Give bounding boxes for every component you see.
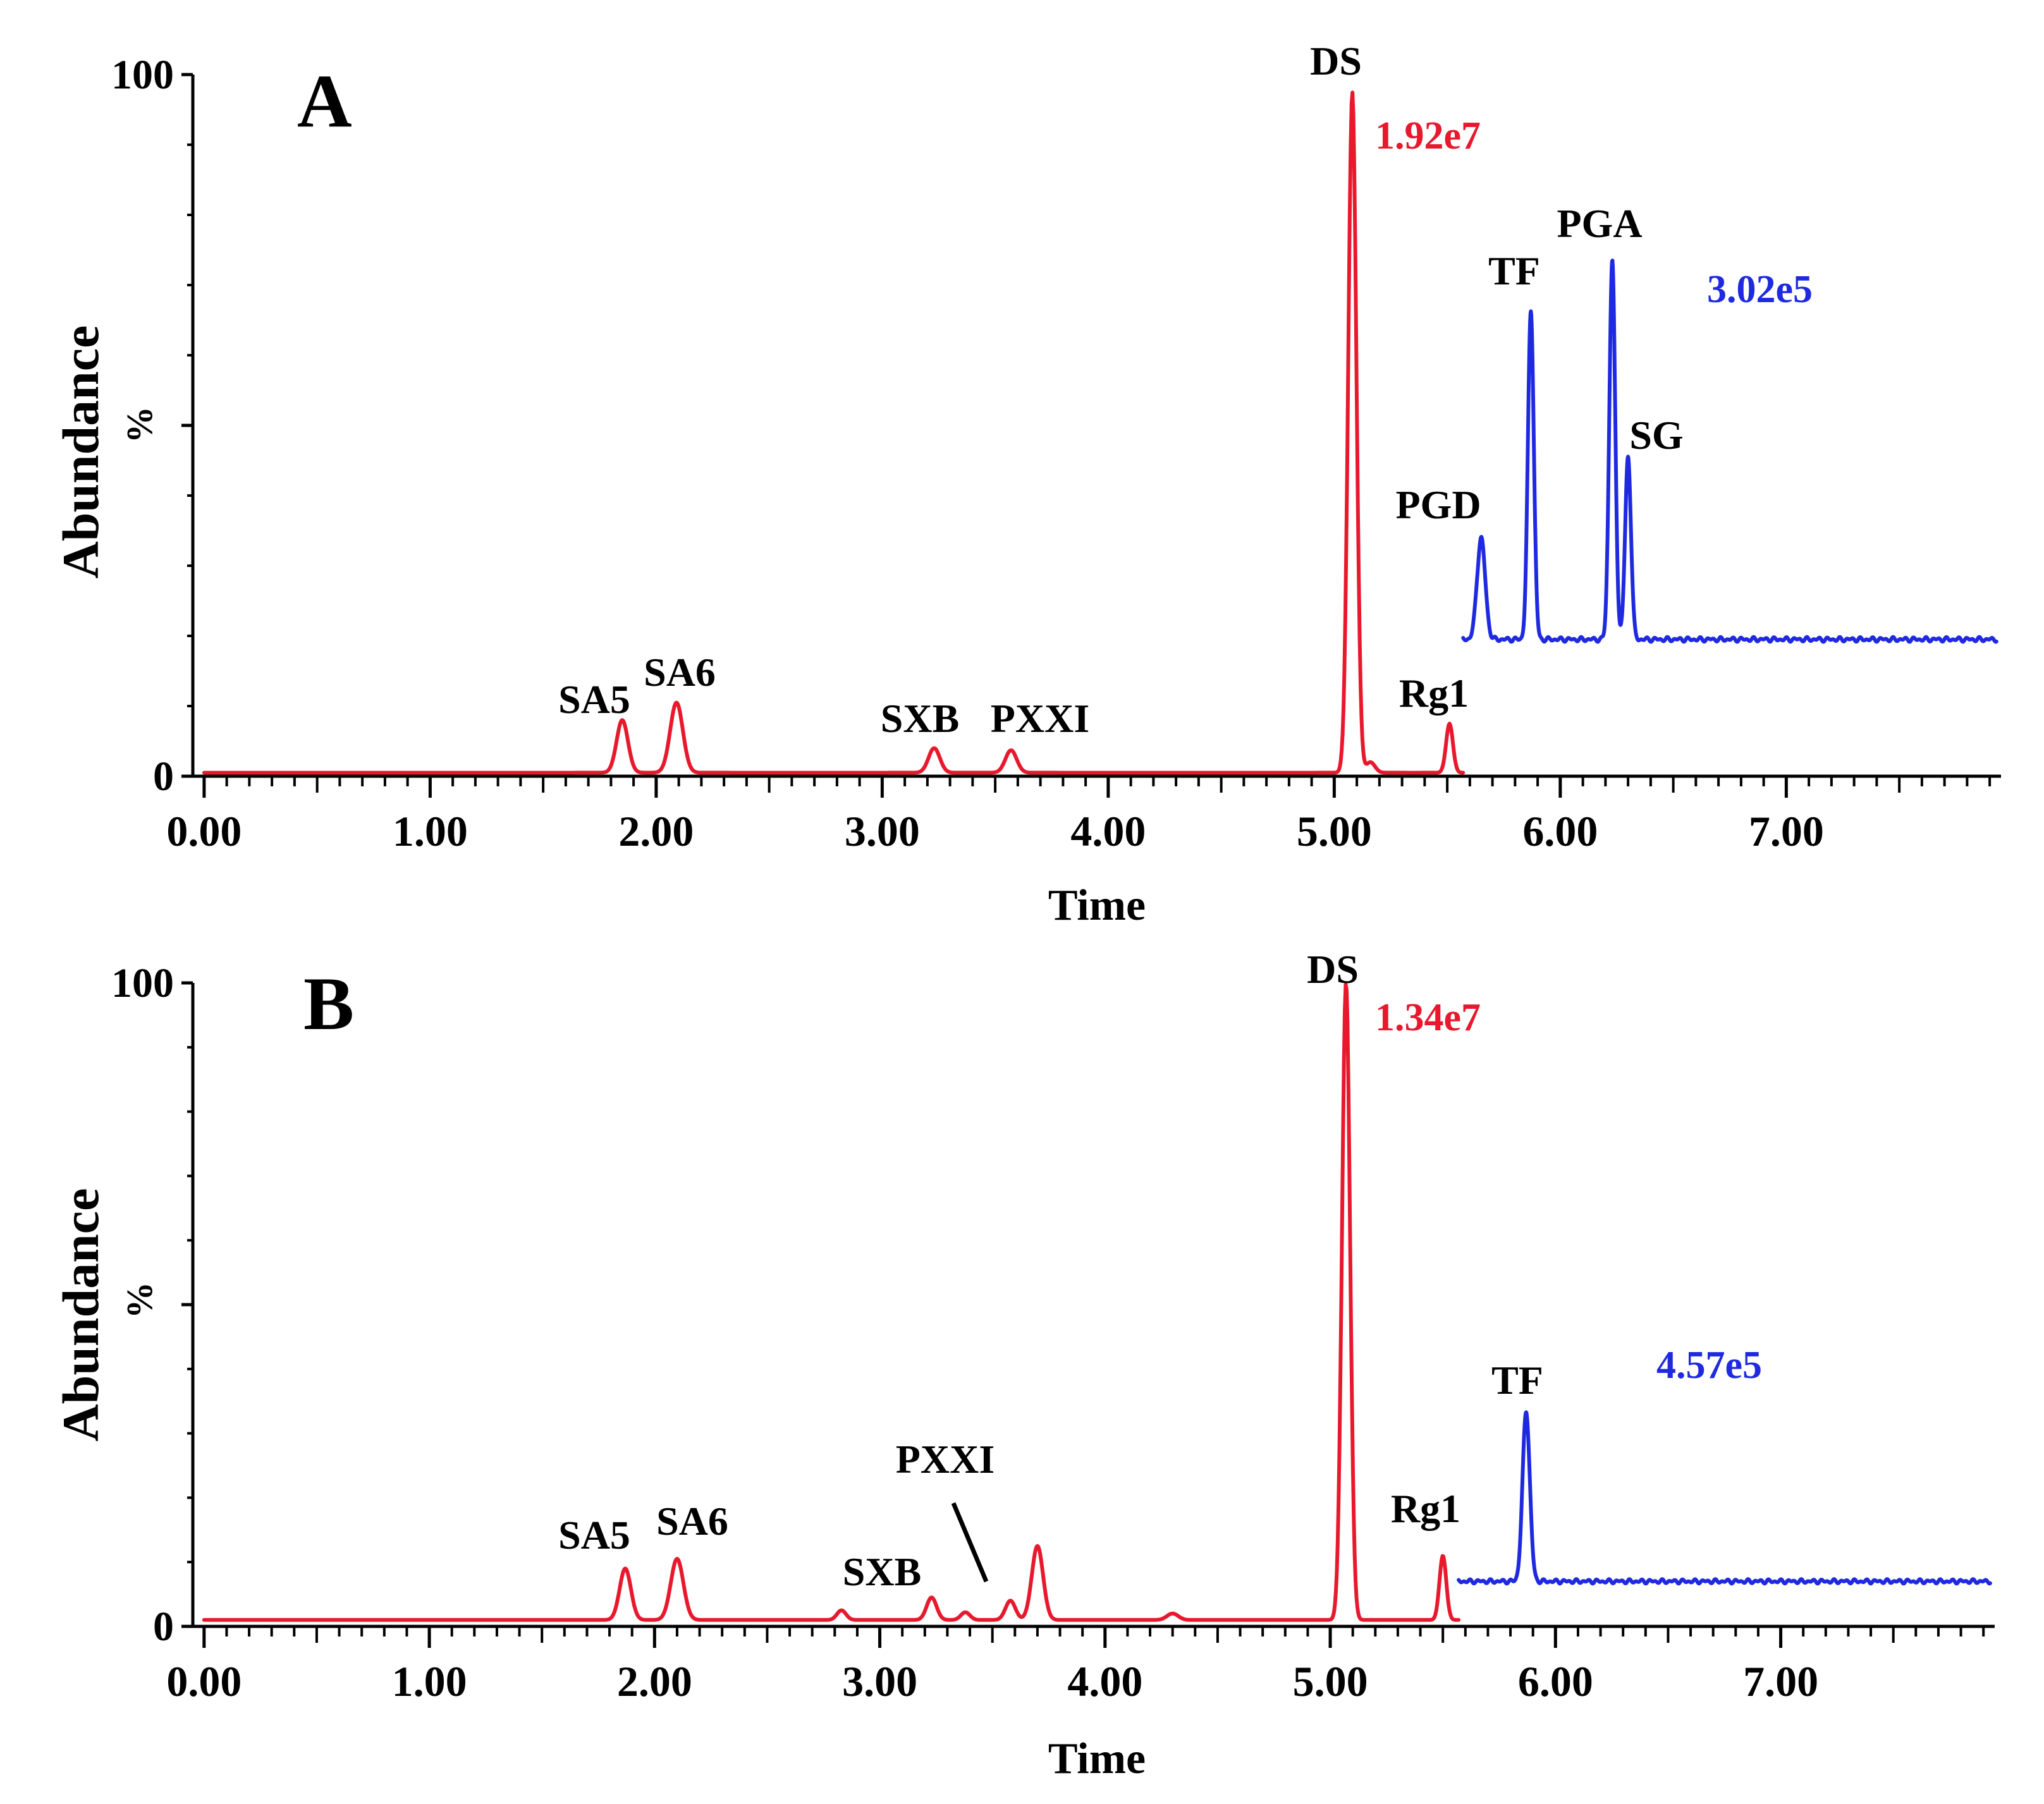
trace-line-red <box>202 982 1461 1622</box>
peak-label-pxxi: PXXI <box>991 696 1089 741</box>
x-tick-label: 0.00 <box>166 1657 242 1705</box>
intensity-label: 4.57e5 <box>1656 1344 1762 1387</box>
x-tick-label: 5.00 <box>1293 1657 1368 1705</box>
y-tick-label: 0 <box>153 1604 174 1650</box>
x-tick-label: 1.00 <box>392 1657 467 1705</box>
peak-label-sg: SG <box>1629 413 1683 458</box>
x-tick-label: 4.00 <box>1070 807 1146 855</box>
x-tick-label: 7.00 <box>1743 1657 1818 1705</box>
intensity-label: 1.34e7 <box>1375 996 1481 1039</box>
peak-label-pga: PGA <box>1557 201 1642 246</box>
x-axis-title: Time <box>1048 1734 1146 1783</box>
trace-line-red <box>202 90 1466 775</box>
peak-label-ds: DS <box>1307 947 1359 992</box>
panel-label: A <box>297 59 352 143</box>
peak-label-sxb: SXB <box>843 1549 922 1594</box>
peak-label-rg1: Rg1 <box>1391 1486 1460 1531</box>
peak-label-sa5: SA5 <box>558 1513 630 1557</box>
peak-label-rg1: Rg1 <box>1399 671 1469 716</box>
peak-label-sa5: SA5 <box>558 677 630 722</box>
y-unit-label: % <box>119 1282 160 1319</box>
peak-apex-rg1 <box>1449 723 1450 724</box>
peak-apex-pxxi <box>1010 1600 1011 1601</box>
peak-label-sa6: SA6 <box>656 1499 728 1544</box>
x-tick-label: 4.00 <box>1067 1657 1142 1705</box>
panel-label: B <box>303 961 354 1045</box>
trace-line-blue <box>1457 1410 1992 1586</box>
y-tick-label: 100 <box>111 960 174 1006</box>
leader-line-pxxi <box>951 1502 989 1583</box>
x-tick-label: 6.00 <box>1522 807 1598 855</box>
panel-b: 0% 100 0.00 1.00 2.00 3.00 4.00 5.00 6.00 7.00 Tim… <box>52 947 1995 1783</box>
peak-label-pgd: PGD <box>1395 482 1481 527</box>
trace-line-blue <box>1461 259 1998 644</box>
peak-apex-sa6 <box>676 702 677 703</box>
y-unit-label: % <box>119 406 160 443</box>
x-tick-label: 1.00 <box>393 807 468 855</box>
peak-label-pxxi: PXXI <box>896 1437 994 1482</box>
peak-apex-sa5 <box>625 1568 626 1569</box>
x-tick-label: 0.00 <box>166 807 242 855</box>
peak-apex-tf <box>1526 1410 1527 1411</box>
y-axis-title: Abundance <box>52 325 109 578</box>
panel-a: 0% 100 0.00 1.00 2.00 3.00 4.00 5.00 6.00 7.00 Tim… <box>52 39 2001 930</box>
peak-label-tf: TF <box>1488 248 1540 293</box>
y-axis-title: Abundance <box>52 1188 109 1441</box>
x-tick-label: 7.00 <box>1749 807 1824 855</box>
x-tick-label: 2.00 <box>617 1657 692 1705</box>
peak-apex-pga <box>1612 260 1613 261</box>
x-tick-label: 5.00 <box>1297 807 1372 855</box>
peak-label-ds: DS <box>1310 39 1362 83</box>
peak-label-tf: TF <box>1491 1358 1543 1403</box>
y-tick-label: 100 <box>111 52 174 98</box>
x-tick-label: 3.00 <box>842 1657 917 1705</box>
x-axis-title: Time <box>1048 881 1146 930</box>
y-tick-label: 0 <box>153 753 174 800</box>
intensity-label: 1.92e7 <box>1375 114 1481 157</box>
x-tick-label: 6.00 <box>1518 1657 1593 1705</box>
peak-label-sa6: SA6 <box>644 650 716 695</box>
peak-apex-sg <box>1628 456 1629 457</box>
x-tick-label: 3.00 <box>845 807 920 855</box>
x-tick-label: 2.00 <box>618 807 694 855</box>
intensity-label: 3.02e5 <box>1707 268 1813 311</box>
peak-apex-sxb <box>931 1597 932 1598</box>
peak-label-sxb: SXB <box>881 696 960 741</box>
